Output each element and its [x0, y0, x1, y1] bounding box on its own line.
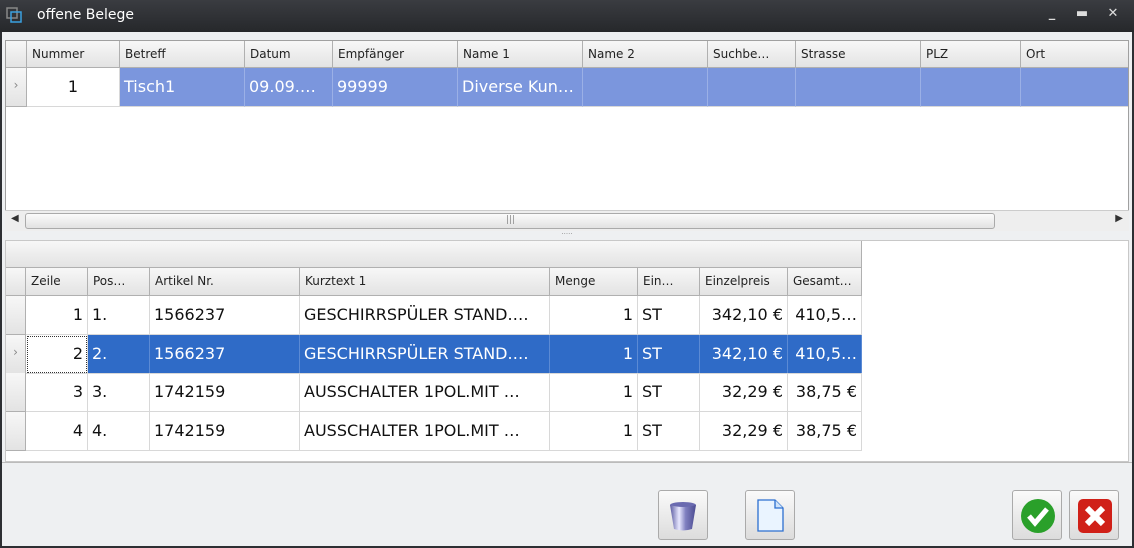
title-bar: offene Belege _ ▬ ✕ — [0, 0, 1134, 32]
column-header[interactable]: Strasse — [796, 41, 921, 68]
table-cell[interactable]: 1 — [27, 68, 120, 107]
table-cell[interactable]: 99999 — [333, 68, 458, 107]
table-cell[interactable] — [921, 68, 1021, 107]
delete-button[interactable] — [658, 490, 708, 540]
column-header[interactable]: Suchbe… — [708, 41, 796, 68]
trash-icon — [670, 502, 696, 531]
table-cell[interactable]: 4. — [88, 412, 150, 452]
table-cell[interactable]: 410,5… — [788, 334, 862, 374]
column-header[interactable]: Menge — [550, 268, 638, 296]
table-cell[interactable]: GESCHIRRSPÜLER STAND.… — [300, 334, 550, 374]
table-cell[interactable]: Tisch1 — [120, 68, 245, 107]
line-items-grid[interactable]: Zeile Pos… Artikel Nr. Kurztext 1 Menge Ein… E… — [5, 240, 1129, 462]
scrollbar-thumb[interactable]: ||| — [25, 213, 995, 229]
table-cell[interactable] — [1021, 68, 1128, 107]
table-cell[interactable] — [583, 68, 708, 107]
table-cell[interactable]: 1566237 — [150, 296, 300, 335]
table-cell[interactable] — [708, 68, 796, 107]
scroll-left-icon[interactable]: ◀ — [11, 213, 19, 224]
column-header[interactable]: Gesamt… — [788, 268, 862, 296]
table-cell[interactable]: 09.09.… — [245, 68, 333, 107]
new-document-icon — [757, 499, 784, 532]
table-cell[interactable]: 32,29 € — [700, 373, 788, 413]
table-cell[interactable]: 32,29 € — [700, 412, 788, 452]
table-cell[interactable]: 3. — [88, 373, 150, 413]
table-cell[interactable]: 1742159 — [150, 412, 300, 452]
column-header[interactable]: Empfänger — [333, 41, 458, 68]
ok-button[interactable] — [1012, 490, 1062, 540]
table-cell[interactable]: Diverse Kun… — [458, 68, 583, 107]
table-cell[interactable]: 38,75 € — [788, 412, 862, 452]
table-cell[interactable]: 1742159 — [150, 373, 300, 413]
row-indicator-header — [6, 41, 27, 68]
table-cell[interactable]: 1 — [550, 373, 638, 413]
minimize-button[interactable]: _ — [1048, 6, 1056, 21]
column-header[interactable]: Pos… — [88, 268, 150, 296]
table-cell[interactable]: 342,10 € — [700, 334, 788, 374]
table-cell[interactable]: 342,10 € — [700, 296, 788, 335]
table-cell[interactable]: 2. — [88, 334, 150, 374]
table-cell[interactable]: 38,75 € — [788, 373, 862, 413]
scroll-right-icon[interactable]: ▶ — [1115, 213, 1123, 224]
cancel-x-icon — [1078, 499, 1112, 533]
table-cell[interactable]: AUSSCHALTER 1POL.MIT … — [300, 412, 550, 452]
table-cell[interactable]: 3 — [26, 373, 88, 413]
column-header[interactable]: Zeile — [26, 268, 88, 296]
table-cell[interactable] — [796, 68, 921, 107]
checkmark-icon — [1021, 499, 1055, 533]
column-header[interactable]: Kurztext 1 — [300, 268, 550, 296]
column-header[interactable]: Nummer — [27, 41, 120, 68]
cancel-button[interactable] — [1069, 490, 1119, 540]
table-cell[interactable]: AUSSCHALTER 1POL.MIT … — [300, 373, 550, 413]
table-cell[interactable]: 1 — [550, 296, 638, 335]
row-indicator[interactable] — [6, 373, 26, 413]
column-header[interactable]: Betreff — [120, 41, 245, 68]
table-cell[interactable]: ST — [638, 296, 700, 335]
column-header[interactable]: Artikel Nr. — [150, 268, 300, 296]
table-cell[interactable]: 1566237 — [150, 334, 300, 374]
maximize-button[interactable]: ▬ — [1075, 6, 1089, 21]
table-cell[interactable]: ST — [638, 373, 700, 413]
row-indicator[interactable]: › — [6, 334, 26, 374]
column-header[interactable]: Ein… — [638, 268, 700, 296]
table-cell[interactable]: 1 — [26, 296, 88, 335]
table-cell[interactable]: 4 — [26, 412, 88, 452]
table-cell[interactable]: ST — [638, 334, 700, 374]
row-indicator-header — [6, 268, 26, 296]
column-header[interactable]: Einzelpreis — [700, 268, 788, 296]
splitter[interactable]: ····· — [561, 230, 573, 238]
row-indicator[interactable]: › — [6, 68, 27, 107]
table-cell[interactable]: 410,5… — [788, 296, 862, 335]
column-header[interactable]: Name 1 — [458, 41, 583, 68]
table-cell[interactable]: ST — [638, 412, 700, 452]
column-header[interactable]: PLZ — [921, 41, 1021, 68]
window-icon — [6, 7, 22, 23]
table-cell[interactable]: 2 — [26, 334, 88, 374]
row-indicator[interactable] — [6, 412, 26, 452]
column-header[interactable]: Ort — [1021, 41, 1128, 68]
group-panel — [6, 241, 862, 268]
window-title: offene Belege — [37, 7, 134, 23]
close-button[interactable]: ✕ — [1107, 6, 1119, 21]
table-cell[interactable]: 1 — [550, 334, 638, 374]
table-cell[interactable]: 1 — [550, 412, 638, 452]
new-document-button[interactable] — [745, 490, 795, 540]
column-header[interactable]: Datum — [245, 41, 333, 68]
table-cell[interactable]: GESCHIRRSPÜLER STAND.… — [300, 296, 550, 335]
row-indicator[interactable] — [6, 296, 26, 335]
table-cell[interactable]: 1. — [88, 296, 150, 335]
horizontal-scrollbar[interactable]: ◀ ||| ▶ — [5, 210, 1129, 231]
column-header[interactable]: Name 2 — [583, 41, 708, 68]
